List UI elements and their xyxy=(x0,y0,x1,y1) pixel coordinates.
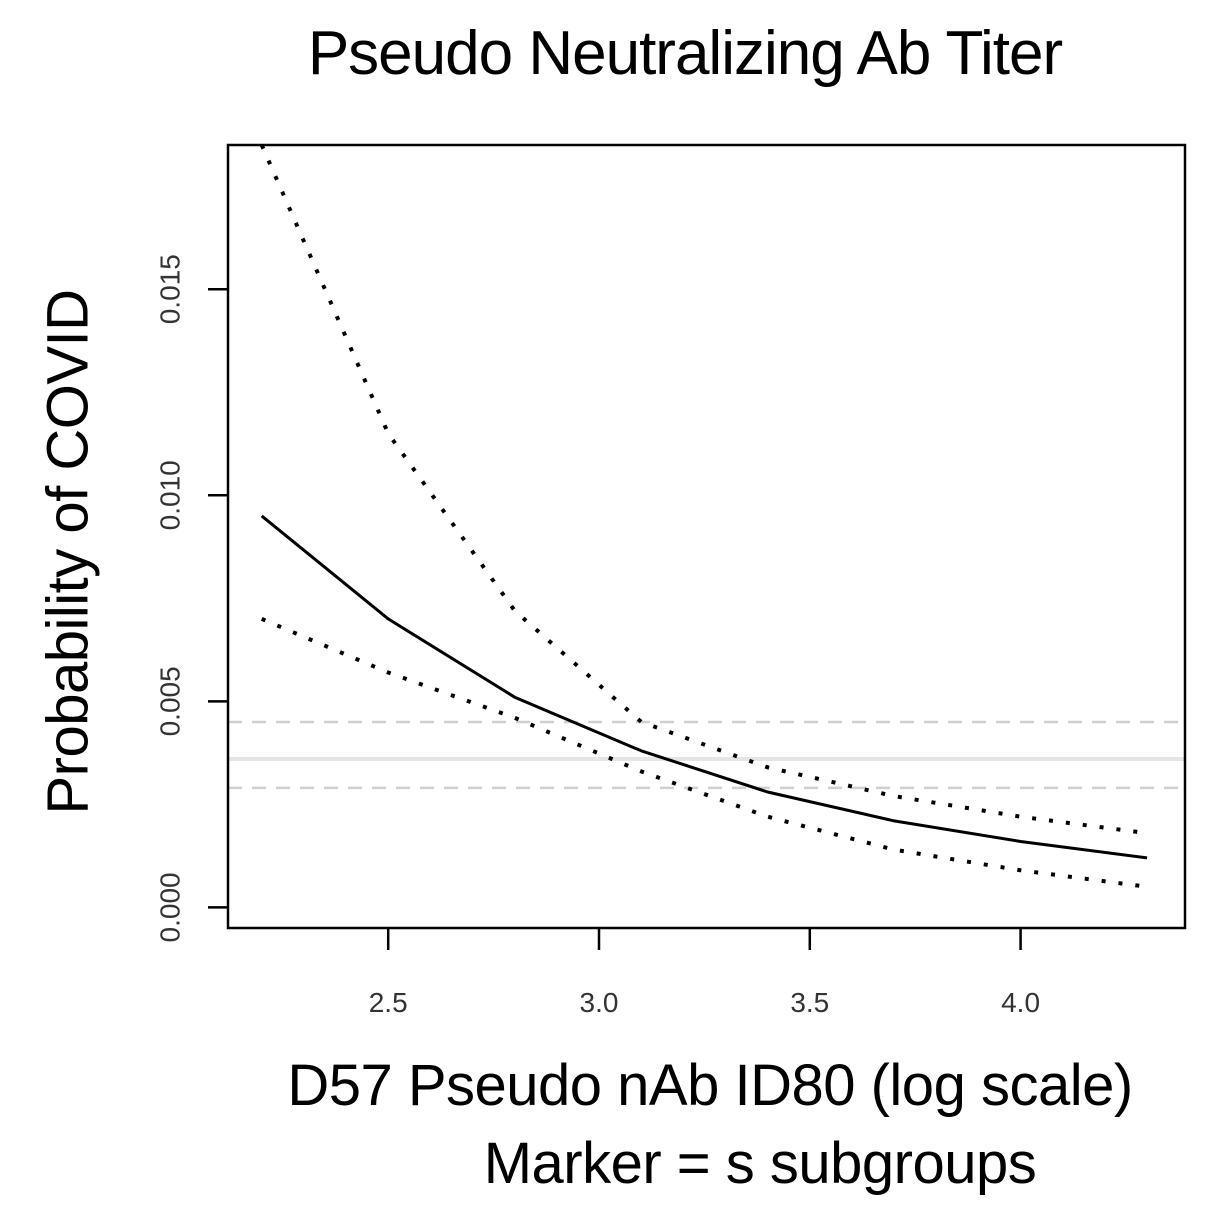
x-tick-label: 2.5 xyxy=(369,987,408,1018)
reference-lines xyxy=(228,720,1185,790)
series-line-estimate xyxy=(260,514,1148,860)
plot-frame xyxy=(226,143,1187,930)
series-line-lower-ci xyxy=(260,617,1148,889)
y-tick-label: 0.005 xyxy=(154,666,185,736)
chart-title: Pseudo Neutralizing Ab Titer xyxy=(307,19,1063,88)
x-tick-label: 3.0 xyxy=(580,987,619,1018)
series-lines xyxy=(259,144,1148,889)
x-tick-label: 4.0 xyxy=(1001,987,1040,1018)
x-axis-label: D57 Pseudo nAb ID80 (log scale) xyxy=(287,1053,1133,1118)
y-tick-label: 0.000 xyxy=(154,872,185,942)
y-axis: 0.000 0.005 0.010 0.015 xyxy=(154,254,228,942)
y-tick-label: 0.010 xyxy=(154,460,185,530)
y-tick-label: 0.015 xyxy=(154,254,185,324)
x-axis: 2.5 3.0 3.5 4.0 xyxy=(369,928,1040,1018)
series-line-upper-ci xyxy=(259,144,1148,836)
y-axis-label: Probability of COVID xyxy=(35,289,101,815)
x-tick-label: 3.5 xyxy=(790,987,829,1018)
x-axis-sublabel: Marker = s subgroups xyxy=(483,1131,1037,1196)
